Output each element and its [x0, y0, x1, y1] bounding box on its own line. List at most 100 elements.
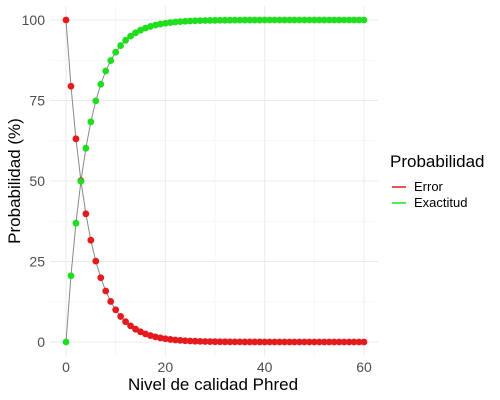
data-point-error	[127, 322, 134, 330]
data-point-exactitud	[301, 16, 308, 24]
x-tick-label: 20	[158, 359, 174, 375]
data-point-error	[286, 338, 293, 346]
data-point-error	[92, 257, 100, 265]
data-point-exactitud	[271, 16, 278, 24]
data-point-error	[325, 338, 333, 346]
data-point-exactitud	[256, 16, 264, 24]
legend-title: Probabilidad	[390, 152, 485, 171]
data-point-error	[320, 338, 328, 346]
data-point-error	[82, 210, 90, 218]
data-point-exactitud	[77, 177, 85, 185]
data-point-error	[122, 318, 129, 326]
data-point-error	[345, 338, 353, 346]
legend-label-error: Error	[414, 179, 444, 194]
data-point-error	[72, 135, 80, 143]
data-point-exactitud	[320, 16, 328, 24]
data-point-error	[216, 338, 224, 346]
data-point-exactitud	[161, 19, 169, 27]
data-point-exactitud	[171, 18, 179, 26]
data-point-error	[276, 338, 283, 346]
data-point-error	[186, 337, 194, 345]
data-point-exactitud	[261, 16, 269, 24]
data-point-exactitud	[360, 16, 368, 24]
data-point-exactitud	[241, 16, 249, 24]
data-point-exactitud	[107, 57, 115, 64]
data-point-exactitud	[251, 16, 259, 24]
grid	[50, 6, 378, 356]
data-point-error	[335, 338, 343, 346]
data-point-exactitud	[310, 16, 318, 24]
data-point-exactitud	[216, 16, 224, 24]
data-point-error	[251, 338, 259, 346]
data-point-error	[271, 338, 278, 346]
data-point-exactitud	[127, 32, 134, 40]
data-point-exactitud	[305, 16, 313, 24]
data-point-exactitud	[117, 42, 125, 49]
data-point-error	[112, 306, 120, 314]
data-point-exactitud	[281, 16, 288, 24]
data-point-error	[261, 338, 269, 346]
data-point-error	[206, 338, 214, 345]
data-point-error	[246, 338, 254, 346]
data-point-error	[97, 274, 105, 282]
data-point-error	[196, 337, 204, 345]
data-point-exactitud	[231, 16, 239, 24]
legend-entry-exactitud: Exactitud	[392, 195, 467, 210]
data-point-exactitud	[286, 16, 293, 24]
x-tick-label: 0	[62, 359, 70, 375]
data-point-error	[296, 338, 303, 346]
data-point-exactitud	[291, 16, 298, 24]
data-point-error	[62, 16, 70, 24]
data-point-error	[231, 338, 239, 346]
data-point-error	[340, 338, 348, 346]
data-point-exactitud	[340, 16, 348, 24]
data-point-exactitud	[166, 19, 174, 26]
y-tick-label: 75	[29, 93, 45, 109]
data-point-error	[241, 338, 249, 346]
data-point-exactitud	[87, 118, 95, 126]
data-point-error	[132, 325, 139, 333]
data-point-exactitud	[315, 16, 323, 24]
y-tick-label: 25	[29, 254, 45, 270]
data-point-error	[67, 82, 75, 90]
data-point-error	[201, 338, 209, 345]
legend-label-exactitud: Exactitud	[414, 195, 467, 210]
data-point-error	[226, 338, 234, 346]
data-point-error	[301, 338, 308, 346]
data-point-exactitud	[206, 17, 214, 24]
data-point-error	[266, 338, 274, 346]
data-point-exactitud	[325, 16, 333, 24]
data-point-error	[355, 338, 363, 346]
y-tick-label: 100	[22, 12, 46, 28]
data-point-exactitud	[196, 17, 204, 25]
data-point-exactitud	[62, 338, 70, 346]
data-point-exactitud	[236, 16, 244, 24]
data-point-error	[360, 338, 368, 346]
x-tick-label: 60	[356, 359, 372, 375]
data-point-error	[221, 338, 229, 346]
legend: Probabilidad Error Exactitud	[390, 152, 485, 210]
data-point-error	[305, 338, 313, 346]
data-point-exactitud	[102, 67, 110, 75]
data-point-error	[256, 338, 264, 346]
data-point-error	[291, 338, 298, 346]
data-point-exactitud	[181, 17, 189, 25]
data-point-error	[117, 313, 125, 320]
data-point-exactitud	[211, 16, 219, 24]
data-point-exactitud	[226, 16, 234, 24]
data-point-error	[330, 338, 338, 346]
data-point-exactitud	[67, 272, 75, 280]
data-point-error	[211, 338, 219, 346]
data-point-exactitud	[276, 16, 283, 24]
data-point-exactitud	[345, 16, 353, 24]
data-point-exactitud	[92, 97, 100, 105]
data-point-exactitud	[330, 16, 338, 24]
y-tick-label: 50	[29, 173, 45, 189]
data-point-exactitud	[350, 16, 358, 24]
data-point-exactitud	[335, 16, 343, 24]
legend-entry-error: Error	[392, 179, 444, 194]
data-point-error	[310, 338, 318, 346]
data-point-error	[236, 338, 244, 346]
data-point-error	[161, 335, 169, 343]
